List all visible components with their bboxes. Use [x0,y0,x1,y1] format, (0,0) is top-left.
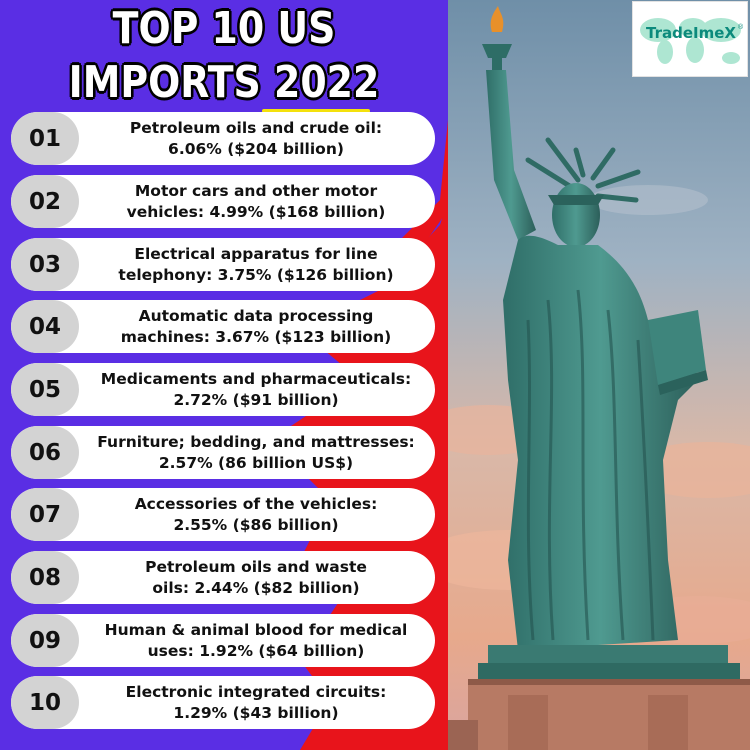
item-number: 03 [11,238,79,291]
item-line-1: Automatic data processing [138,306,374,325]
item-line-1: Petroleum oils and waste [145,557,367,576]
list-item: 03 Electrical apparatus for line telephon… [11,238,435,291]
item-line-1: Petroleum oils and crude oil: [129,118,383,137]
item-line-2: uses: 1.92% ($64 billion) [147,641,365,660]
item-description: Electronic integrated circuits: 1.29% ($4… [81,676,431,729]
item-number: 02 [11,175,79,228]
item-line-1: Accessories of the vehicles: [134,494,378,513]
title-line-1: TOP 10 US [112,3,336,54]
list-item: 06 Furniture; bedding, and mattresses: 2.… [11,426,435,479]
item-number: 04 [11,300,79,353]
item-description: Accessories of the vehicles: 2.55% ($86 b… [81,488,431,541]
list-item: 09 Human & animal blood for medical uses:… [11,614,435,667]
list-item: 07 Accessories of the vehicles: 2.55% ($8… [11,488,435,541]
title-underline [262,109,370,113]
item-description: Electrical apparatus for line telephony: … [81,238,431,291]
list-item: 01 Petroleum oils and crude oil: 6.06% ($… [11,112,435,165]
item-description: Human & animal blood for medical uses: 1.… [81,614,431,667]
item-description: Petroleum oils and waste oils: 2.44% ($82… [81,551,431,604]
item-line-2: 2.55% ($86 billion) [173,515,339,534]
item-line-2: machines: 3.67% ($123 billion) [120,327,392,346]
list-item: 02 Motor cars and other motor vehicles: 4… [11,175,435,228]
item-line-2: telephony: 3.75% ($126 billion) [118,265,394,284]
item-line-1: Electrical apparatus for line [134,244,378,263]
item-line-1: Human & animal blood for medical [104,620,408,639]
statue-of-liberty-photo [448,0,750,750]
title-line-2: IMPORTS 2022 [68,57,380,108]
list-item: 10 Electronic integrated circuits: 1.29% … [11,676,435,729]
item-description: Petroleum oils and crude oil: 6.06% ($204… [81,112,431,165]
list-item: 05 Medicaments and pharmaceuticals: 2.72%… [11,363,435,416]
item-description: Furniture; bedding, and mattresses: 2.57%… [81,426,431,479]
logo-text: TradeImeX [646,24,736,42]
item-line-1: Electronic integrated circuits: [125,682,387,701]
item-line-2: oils: 2.44% ($82 billion) [152,578,360,597]
item-line-2: 1.29% ($43 billion) [173,703,339,722]
item-description: Automatic data processing machines: 3.67%… [81,300,431,353]
world-map-icon [640,18,741,64]
item-number: 01 [11,112,79,165]
item-number: 06 [11,426,79,479]
item-number: 10 [11,676,79,729]
page-title: TOP 10 US IMPORTS 2022 [0,2,448,110]
registered-mark: ® [738,24,744,31]
item-description: Medicaments and pharmaceuticals: 2.72% ($… [81,363,431,416]
item-line-1: Motor cars and other motor [134,181,378,200]
item-line-2: 6.06% ($204 billion) [168,139,344,158]
item-description: Motor cars and other motor vehicles: 4.99… [81,175,431,228]
item-line-2: vehicles: 4.99% ($168 billion) [126,202,386,221]
brand-logo: TradeImeX ® [632,1,748,77]
item-line-1: Medicaments and pharmaceuticals: [100,369,412,388]
item-number: 07 [11,488,79,541]
list-item: 08 Petroleum oils and waste oils: 2.44% (… [11,551,435,604]
item-number: 09 [11,614,79,667]
item-number: 08 [11,551,79,604]
item-line-2: 2.72% ($91 billion) [173,390,339,409]
list-item: 04 Automatic data processing machines: 3.… [11,300,435,353]
item-number: 05 [11,363,79,416]
item-line-2: 2.57% (86 billion US$) [158,453,354,472]
item-line-1: Furniture; bedding, and mattresses: [97,432,415,451]
